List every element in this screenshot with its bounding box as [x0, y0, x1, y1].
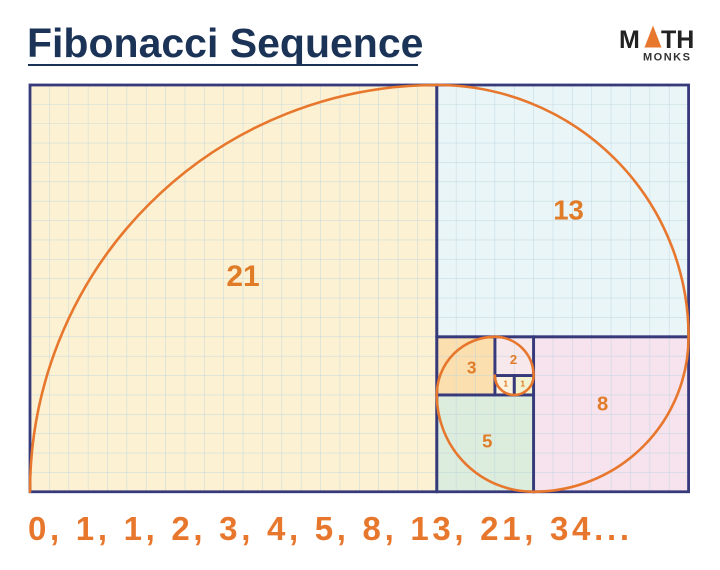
svg-text:21: 21	[226, 260, 259, 293]
svg-text:1: 1	[520, 379, 525, 389]
svg-text:Fibonacci Sequence: Fibonacci Sequence	[27, 20, 423, 66]
svg-text:M: M	[619, 26, 640, 54]
svg-text:3: 3	[467, 358, 477, 378]
svg-text:0, 1, 1, 2, 3, 4, 5, 8, 13, 21: 0, 1, 1, 2, 3, 4, 5, 8, 13, 21, 34...	[28, 510, 633, 547]
svg-text:TH: TH	[661, 26, 694, 54]
svg-text:8: 8	[597, 393, 608, 415]
svg-text:MONKS: MONKS	[643, 52, 691, 64]
svg-text:13: 13	[553, 195, 584, 226]
svg-text:1: 1	[503, 379, 508, 389]
svg-text:5: 5	[482, 430, 492, 451]
svg-text:2: 2	[510, 352, 517, 367]
